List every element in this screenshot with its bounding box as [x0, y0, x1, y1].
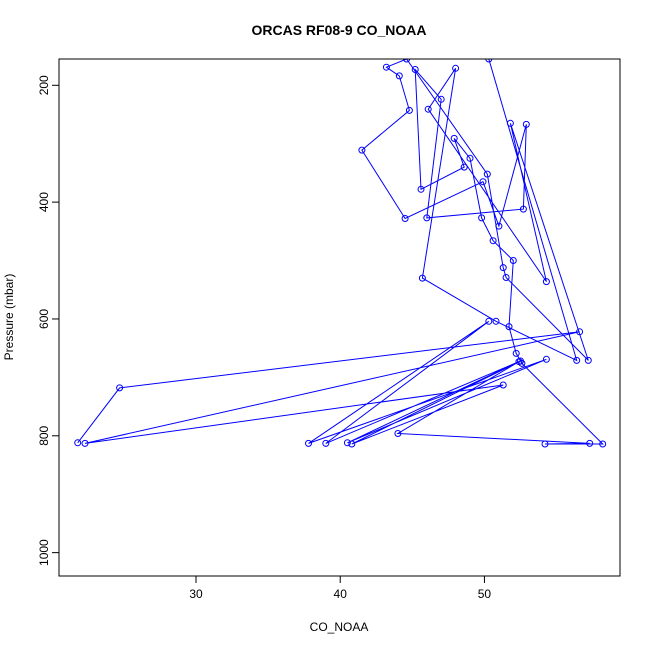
plot-frame: [58, 58, 621, 577]
data-point: [485, 59, 493, 63]
data-point: [417, 185, 425, 193]
data-point: [437, 95, 445, 103]
data-point: [495, 222, 503, 230]
x-axis-label: CO_NOAA: [310, 620, 369, 634]
data-point: [343, 439, 351, 447]
data-point: [81, 439, 89, 447]
data-point: [542, 278, 550, 286]
data-point: [505, 323, 513, 331]
data-point: [348, 440, 356, 448]
data-point: [502, 274, 510, 281]
y-tick-label: 1000: [37, 539, 51, 566]
data-point: [322, 439, 330, 447]
series-line: [77, 59, 604, 445]
x-axis: 30 40 50: [189, 576, 491, 601]
data-point: [411, 66, 419, 73]
data-point: [450, 134, 458, 142]
data-point: [489, 237, 497, 245]
data-point: [483, 170, 491, 178]
data-point: [358, 146, 366, 154]
data-point: [466, 154, 474, 162]
data-point: [584, 356, 592, 364]
data-point: [506, 119, 514, 127]
x-tick-label: 30: [189, 587, 203, 601]
data-point: [519, 205, 527, 213]
data-point: [403, 59, 411, 63]
data-point: [478, 214, 486, 222]
data-point: [492, 317, 500, 325]
data-point: [542, 355, 550, 363]
y-tick-label: 600: [37, 309, 51, 329]
data-point: [116, 384, 124, 392]
data-point: [499, 381, 507, 389]
data-point: [512, 349, 520, 357]
data-point: [418, 274, 426, 282]
y-tick-label: 200: [37, 75, 51, 95]
data-point: [74, 439, 82, 447]
data-point: [460, 163, 468, 171]
data-point: [394, 430, 402, 437]
data-point: [576, 328, 584, 336]
data-point: [599, 440, 607, 448]
data-point: [405, 106, 413, 114]
data-layer: [74, 59, 607, 448]
data-point: [401, 215, 409, 222]
data-point: [541, 440, 549, 448]
data-point: [424, 105, 432, 113]
data-point: [395, 72, 403, 80]
data-point: [586, 439, 594, 447]
x-tick-label: 40: [334, 587, 348, 601]
data-point: [499, 264, 507, 272]
y-tick-label: 800: [37, 425, 51, 445]
y-tick-label: 400: [37, 192, 51, 212]
chart-title: ORCAS RF08-9 CO_NOAA: [251, 22, 426, 38]
data-point: [305, 439, 312, 447]
data-point: [452, 64, 460, 72]
data-point: [485, 317, 493, 325]
data-point: [509, 257, 517, 264]
data-point: [479, 178, 487, 186]
y-axis: 200 400 600 800 1000: [37, 75, 59, 566]
data-point: [522, 120, 530, 128]
x-tick-label: 50: [478, 587, 492, 601]
data-point: [573, 356, 581, 364]
data-point: [423, 214, 431, 222]
y-axis-label: Pressure (mbar): [2, 274, 16, 361]
data-point: [382, 63, 390, 71]
data-point: [518, 359, 526, 367]
